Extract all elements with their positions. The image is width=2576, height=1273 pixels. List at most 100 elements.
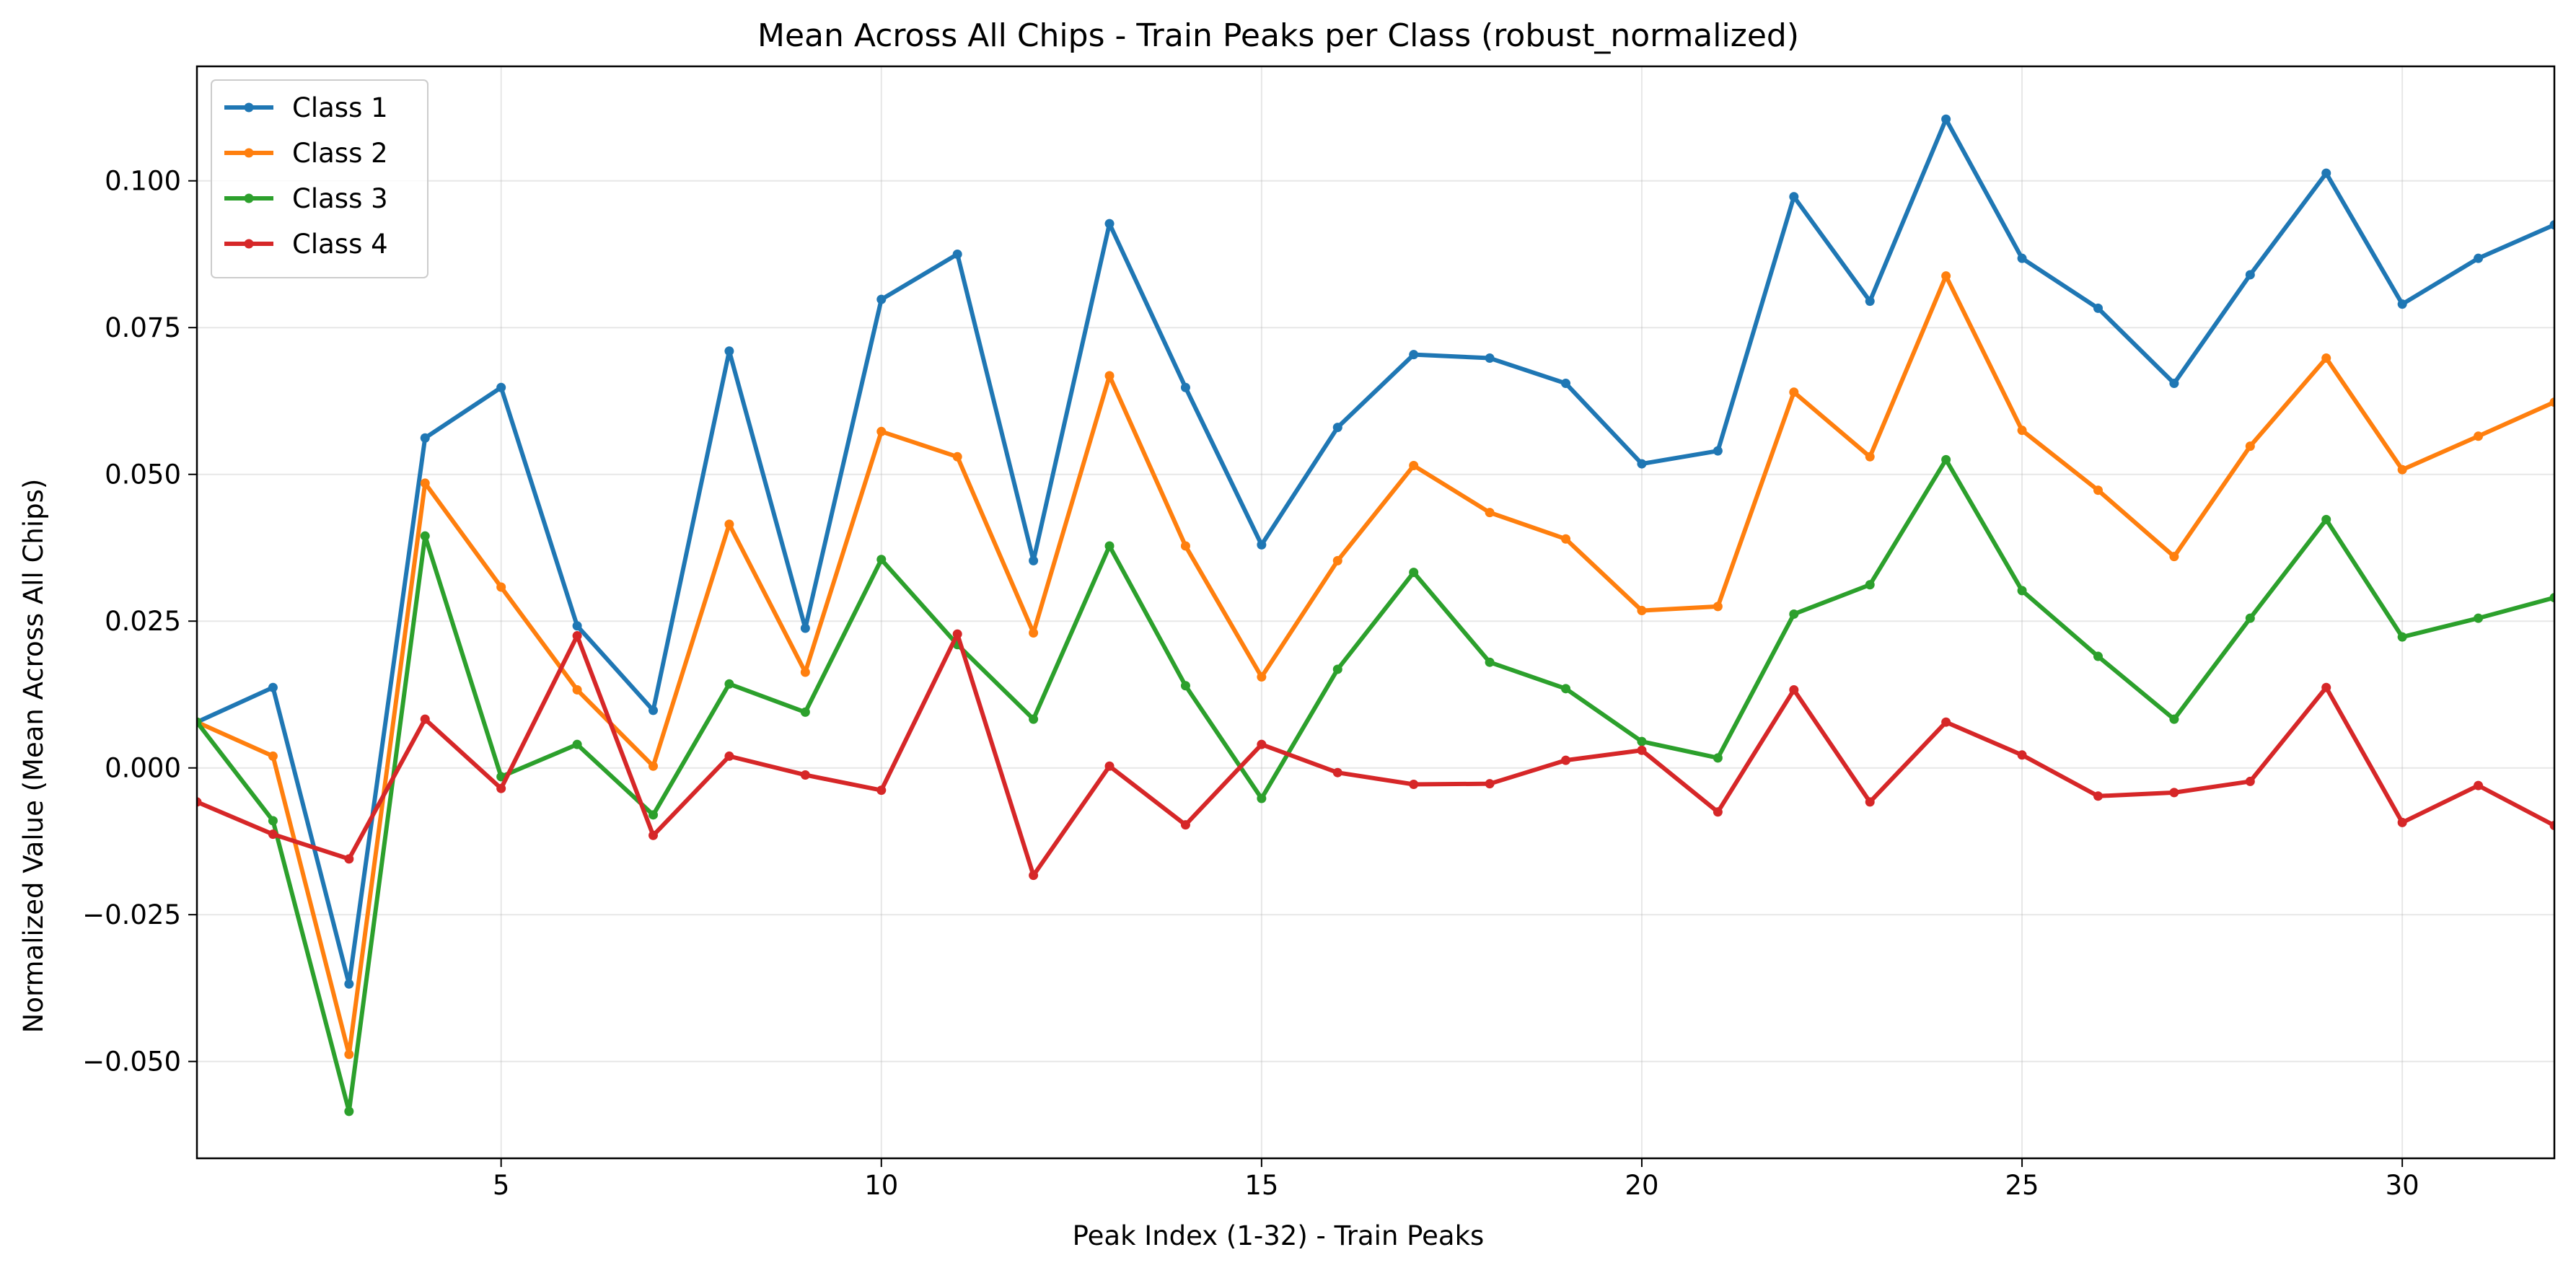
- data-point: [2549, 820, 2554, 830]
- data-point: [197, 717, 202, 727]
- data-point: [496, 582, 506, 592]
- data-point: [1865, 452, 1875, 462]
- data-point: [876, 294, 887, 304]
- y-tick-label: 0.000: [105, 753, 181, 784]
- data-point: [2169, 788, 2179, 798]
- data-point: [1257, 793, 1267, 803]
- data-point: [800, 667, 810, 677]
- data-point: [724, 519, 734, 529]
- y-tick-label: −0.025: [82, 899, 181, 930]
- axis-ticks: 5 10 15 20 25 30 −0.050 −0.025 0.000 0.025 0.050 0.…: [82, 166, 2419, 1201]
- x-tick-label: 5: [493, 1170, 510, 1201]
- data-point: [1865, 797, 1875, 807]
- data-point: [1104, 761, 1115, 771]
- data-point: [1637, 736, 1647, 746]
- data-point: [2549, 593, 2554, 603]
- data-point: [1029, 555, 1039, 565]
- legend-label-class-1: Class 1: [292, 92, 388, 123]
- data-point: [268, 751, 278, 761]
- data-point: [572, 684, 582, 695]
- legend-label-class-2: Class 2: [292, 138, 388, 169]
- data-point: [1485, 508, 1495, 518]
- data-point: [1561, 534, 1571, 544]
- chart-title: Mean Across All Chips - Train Peaks per …: [757, 17, 1799, 54]
- series-line-class-3: [197, 457, 2554, 1114]
- data-point: [1257, 739, 1267, 749]
- data-point: [2169, 714, 2179, 724]
- data-point: [649, 810, 659, 820]
- data-point: [1561, 684, 1571, 694]
- legend-marker: [244, 193, 254, 203]
- legend-label-class-4: Class 4: [292, 229, 388, 260]
- y-tick-label: 0.100: [105, 166, 181, 197]
- data-point: [2321, 514, 2331, 524]
- data-point: [1029, 627, 1039, 638]
- data-point: [420, 531, 430, 541]
- data-point: [2245, 270, 2255, 280]
- data-point: [800, 707, 810, 717]
- data-point: [1257, 539, 1267, 550]
- y-tick-label: 0.075: [105, 312, 181, 343]
- data-point: [1332, 423, 1342, 433]
- data-point: [876, 785, 887, 796]
- data-point: [1941, 114, 1951, 124]
- data-point: [1485, 657, 1495, 667]
- data-point: [2093, 303, 2103, 313]
- data-point: [1409, 779, 1419, 789]
- data-point: [2474, 613, 2484, 623]
- data-point: [2093, 485, 2103, 495]
- data-point: [268, 682, 278, 692]
- data-point: [1104, 219, 1115, 229]
- data-point: [2474, 431, 2484, 441]
- data-point: [572, 631, 582, 641]
- legend-label-class-3: Class 3: [292, 183, 388, 214]
- data-point: [1485, 353, 1495, 364]
- data-point: [197, 797, 202, 807]
- data-point: [1865, 580, 1875, 590]
- data-point: [2245, 613, 2255, 623]
- data-point: [1485, 779, 1495, 789]
- data-point: [1409, 568, 1419, 578]
- data-point: [649, 830, 659, 840]
- data-point: [2397, 817, 2407, 827]
- data-point: [344, 1049, 354, 1060]
- series-class-3: [197, 454, 2554, 1116]
- data-point: [1865, 296, 1875, 307]
- data-point: [1941, 271, 1951, 281]
- data-point: [572, 621, 582, 631]
- data-point: [1409, 350, 1419, 360]
- data-point: [649, 705, 659, 715]
- data-point: [2321, 353, 2331, 364]
- plot-frame: [195, 65, 2556, 1160]
- data-point: [496, 382, 506, 392]
- y-tick-label: −0.050: [82, 1047, 181, 1078]
- data-point: [1104, 371, 1115, 381]
- data-point: [1713, 753, 1723, 763]
- data-point: [1941, 454, 1951, 464]
- y-tick-label: 0.025: [105, 606, 181, 637]
- data-point: [952, 249, 962, 259]
- data-point: [1180, 541, 1190, 551]
- data-point: [496, 783, 506, 793]
- x-tick-label: 25: [2005, 1170, 2039, 1201]
- data-point: [268, 816, 278, 826]
- data-point: [1713, 602, 1723, 612]
- series-line-class-2: [197, 273, 2554, 1057]
- data-point: [1029, 714, 1039, 724]
- x-tick-label: 20: [1625, 1170, 1658, 1201]
- data-point: [1332, 555, 1342, 565]
- data-point: [724, 751, 734, 761]
- data-point: [1637, 459, 1647, 469]
- data-point: [1332, 664, 1342, 674]
- data-point: [420, 433, 430, 443]
- data-point: [344, 1106, 354, 1116]
- data-point: [1789, 387, 1799, 397]
- data-point: [420, 714, 430, 724]
- data-point: [724, 679, 734, 689]
- data-point: [876, 555, 887, 565]
- x-tick-label: 15: [1244, 1170, 1278, 1201]
- data-point: [2017, 750, 2027, 760]
- data-point: [2474, 780, 2484, 790]
